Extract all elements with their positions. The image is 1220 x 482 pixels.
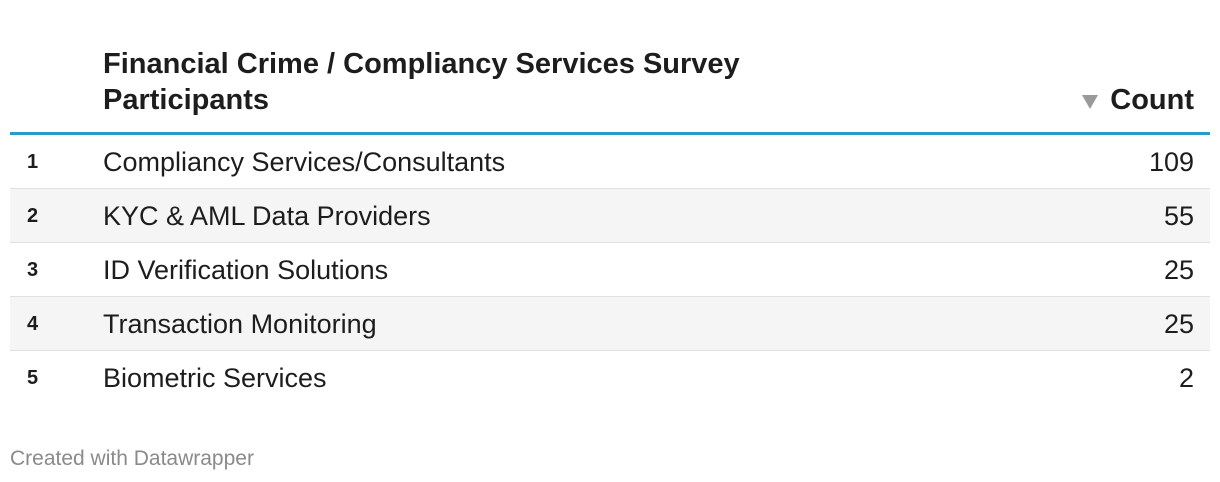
column-header-count[interactable]: Count [1082, 82, 1194, 118]
row-name: Biometric Services [103, 363, 327, 393]
row-count: 109 [1148, 147, 1194, 177]
sort-descending-icon [1082, 95, 1099, 109]
row-rank: 2 [27, 205, 39, 227]
row-name: ID Verification Solutions [103, 255, 389, 285]
row-count: 25 [1163, 255, 1194, 285]
column-header-category[interactable]: Financial Crime / Compliancy Services Su… [103, 48, 740, 116]
row-rank: 1 [27, 151, 39, 173]
row-name: Compliancy Services/Consultants [103, 147, 506, 177]
table-row: 4 Transaction Monitoring 25 [10, 297, 1210, 351]
table-row: 1 Compliancy Services/Consultants 109 [10, 135, 1210, 189]
row-rank: 4 [27, 313, 39, 335]
row-count: 55 [1163, 201, 1194, 231]
table-row: 3 ID Verification Solutions 25 [10, 243, 1210, 297]
table-row: 5 Biometric Services 2 [10, 351, 1210, 405]
row-name: KYC & AML Data Providers [103, 201, 431, 231]
footer-credit: Created with Datawrapper [10, 447, 254, 470]
row-rank: 3 [27, 259, 39, 281]
row-count: 25 [1163, 309, 1194, 339]
row-name: Transaction Monitoring [103, 309, 377, 339]
data-table: Financial Crime / Compliancy Services Su… [10, 40, 1210, 405]
table-header: Financial Crime / Compliancy Services Su… [10, 40, 1210, 135]
row-rank: 5 [27, 367, 39, 389]
row-count: 2 [1178, 363, 1194, 393]
count-header-label: Count [1110, 84, 1194, 116]
table-row: 2 KYC & AML Data Providers 55 [10, 189, 1210, 243]
